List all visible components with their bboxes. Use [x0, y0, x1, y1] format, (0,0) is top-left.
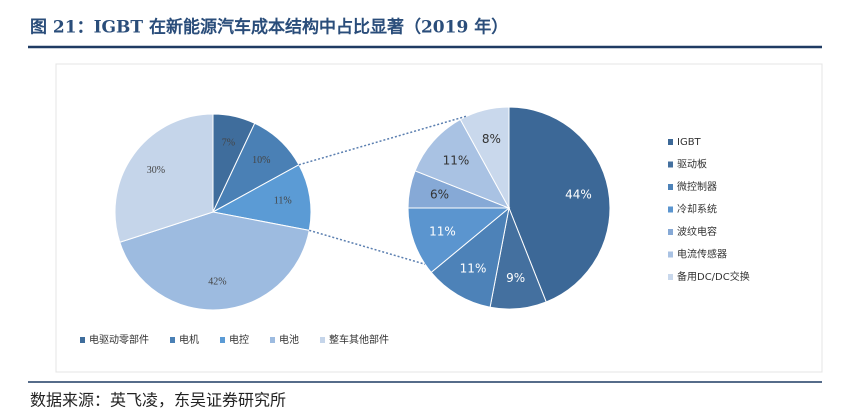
data-label: 6%	[430, 187, 449, 201]
legend-label: 微控制器	[677, 180, 717, 193]
legend-label: 电控	[229, 333, 249, 346]
legend-label: 冷却系统	[677, 203, 717, 216]
legend-swatch	[668, 229, 673, 235]
legend-swatch	[80, 337, 85, 343]
pie-slice	[211, 164, 312, 231]
data-label: 30%	[147, 165, 165, 176]
legend-swatch	[668, 184, 673, 190]
legend-swatch	[170, 337, 175, 343]
legend-label: 驱动板	[677, 158, 707, 171]
data-label: 11%	[274, 195, 292, 206]
legend-label: 电流传感器	[677, 248, 727, 261]
legend-swatch	[668, 161, 673, 168]
data-label: 8%	[482, 132, 501, 146]
legend-label: 波纹电容	[677, 225, 717, 238]
legend-swatch	[320, 337, 325, 343]
data-label: 11%	[460, 261, 487, 275]
data-label: 44%	[565, 187, 592, 201]
chart-frame	[55, 63, 823, 373]
pie-slice	[508, 106, 611, 303]
pie-slice	[114, 113, 214, 243]
source: 数据来源：英飞凌，东吴证券研究所	[30, 391, 286, 410]
legend-swatch	[668, 274, 673, 280]
legend-swatch	[668, 206, 673, 213]
legend-swatch	[668, 139, 673, 145]
data-label: 11%	[443, 154, 470, 168]
data-label: 9%	[506, 271, 525, 285]
legend-label: IGBT	[677, 137, 702, 148]
pie-slice	[414, 118, 511, 209]
legend-label: 备用DC/DC交换	[677, 270, 750, 283]
pie-slice	[407, 207, 511, 274]
data-label: 7%	[222, 137, 235, 148]
legend-swatch	[220, 337, 225, 343]
data-label: 10%	[252, 155, 270, 166]
pie-slice	[430, 206, 510, 308]
legend-label: 电驱动零部件	[89, 333, 149, 346]
legend-swatch	[668, 251, 673, 258]
pie-slice	[119, 211, 310, 311]
data-label: 11%	[429, 224, 456, 238]
data-label: 42%	[208, 277, 226, 288]
pie-slice	[459, 106, 510, 209]
legend-swatch	[270, 337, 275, 343]
connector	[309, 229, 426, 265]
legend-label: 整车其他部件	[329, 333, 389, 346]
legend-label: 电机	[179, 333, 199, 346]
connector	[298, 115, 469, 166]
legend-label: 电池	[279, 333, 299, 346]
title: 图 21：IGBT 在新能源汽车成本结构中占比显著（2019 年）	[30, 17, 508, 38]
